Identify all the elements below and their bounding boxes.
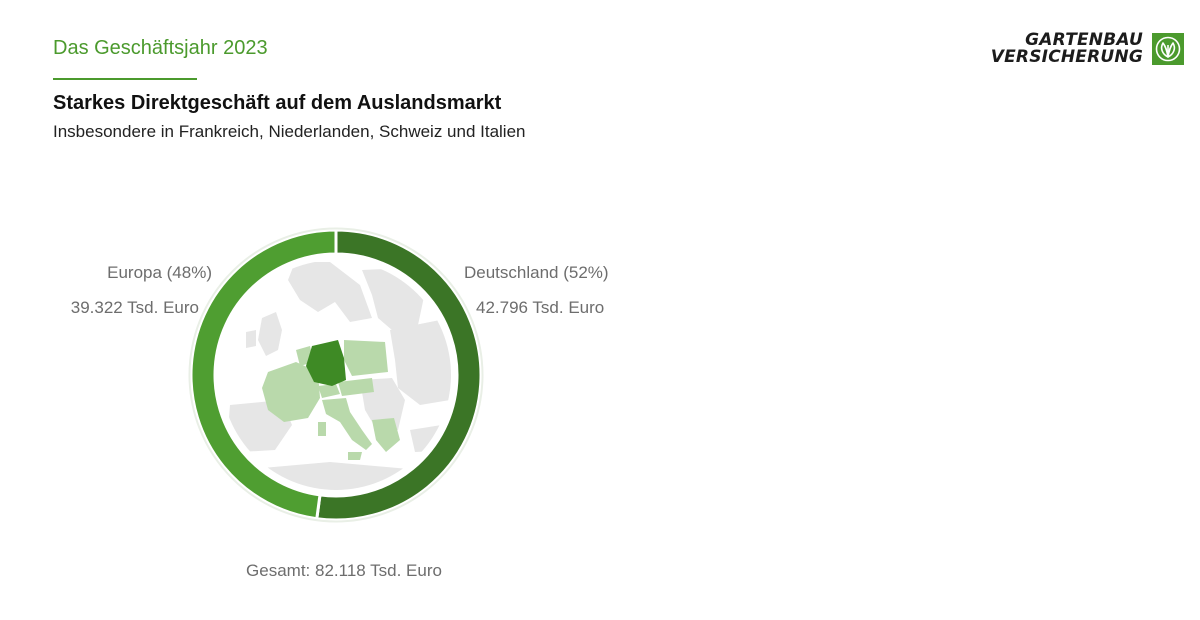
slice-label-deutschland: Deutschland (52%) [464,263,609,282]
section-kicker: Das Geschäftsjahr 2023 [53,37,268,59]
page-title: Starkes Direktgeschäft auf dem Auslandsm… [53,92,502,114]
slice-label-europa: Europa (48%) [107,263,212,282]
donut-slice-europa [189,228,338,521]
logo-wordmark: GARTENBAU VERSICHERUNG [991,32,1143,66]
company-logo: GARTENBAU VERSICHERUNG [991,32,1184,66]
chart-total-label: Gesamt: 82.118 Tsd. Euro [246,561,442,580]
logo-line-2: VERSICHERUNG [990,47,1143,67]
europe-map-icon [221,260,451,490]
page-subtitle: Insbesondere in Frankreich, Niederlanden… [53,122,526,141]
logo-line-1: GARTENBAU [1025,30,1143,50]
kicker-underline [53,78,197,80]
donut-outer-ring [188,227,484,523]
leaf-emblem-icon [1152,33,1184,65]
slice-value-deutschland: 42.796 Tsd. Euro [476,298,604,317]
slice-value-europa: 39.322 Tsd. Euro [71,298,199,317]
